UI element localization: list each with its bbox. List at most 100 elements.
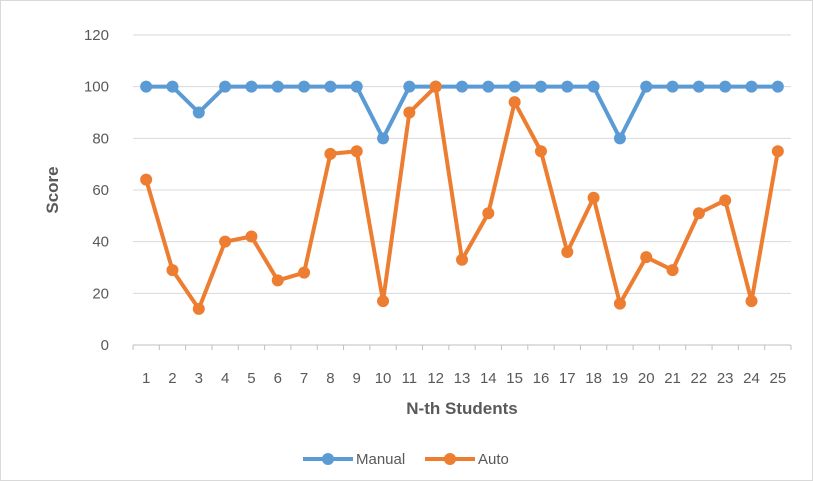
data-point [350,145,363,158]
legend: Manual Auto [303,451,509,468]
x-axis-tick-labels: 1 2 3 4 5 6 7 8 9 10 11 12 13 14 15 16 17 18 19 20 21 22 23 24 2… [142,370,786,387]
data-point [534,145,547,158]
x-tick-label: 24 [743,370,760,387]
data-point [166,264,179,277]
data-point [666,264,679,277]
data-point [561,246,574,258]
legend-item-manual: Manual [303,451,405,468]
y-tick-label: 120 [84,27,109,44]
x-tick-label: 2 [168,370,176,387]
x-tick-label: 22 [691,370,708,387]
data-point [692,80,705,93]
data-point [403,106,416,119]
data-point [508,96,521,109]
data-point [771,80,784,93]
data-point [245,230,258,243]
series-manual [140,80,784,145]
x-tick-label: 15 [506,370,523,387]
data-point [745,295,758,308]
data-point [561,80,574,93]
data-point [350,80,363,93]
data-point [613,297,626,310]
data-point [324,147,337,160]
data-point [166,80,179,93]
data-point [245,80,258,93]
data-point [324,80,337,93]
data-point [429,80,442,93]
x-tick-label: 10 [375,370,392,387]
y-tick-label: 0 [101,337,109,354]
series-line-auto [144,84,780,311]
data-point [692,207,705,220]
x-tick-label: 16 [533,370,550,387]
data-point [456,80,468,93]
series-lines [140,80,784,315]
x-tick-label: 18 [585,370,602,387]
x-tick-label: 23 [717,370,734,387]
data-point [219,235,232,248]
data-point [613,132,626,145]
x-axis [132,344,792,350]
legend-marker [322,453,334,465]
x-tick-label: 20 [638,370,655,387]
data-point [719,194,732,207]
legend-item-auto: Auto [425,451,509,468]
x-tick-label: 6 [274,370,282,387]
data-point [534,80,547,93]
data-point [271,274,284,287]
data-point [298,266,311,279]
data-point [271,80,284,93]
data-point [377,132,390,145]
x-tick-label: 8 [326,370,334,387]
x-tick-label: 7 [300,370,308,387]
data-point [482,80,495,93]
data-point [666,80,679,93]
data-point [482,207,495,220]
data-point [219,80,232,93]
x-tick-label: 12 [427,370,444,387]
x-tick-label: 3 [195,370,203,387]
data-point [745,80,758,93]
y-axis-tick-labels: 0 20 40 60 80 100 120 [84,27,109,354]
y-tick-label: 100 [84,79,109,96]
data-point [456,253,468,266]
x-tick-label: 13 [454,370,471,387]
x-tick-label: 9 [353,370,361,387]
x-tick-label: 11 [402,370,418,387]
data-point [192,302,205,315]
x-tick-label: 14 [480,370,497,387]
data-point [719,80,732,93]
x-tick-label: 17 [559,370,576,387]
data-point [140,173,153,186]
y-axis-title: Score [43,166,62,213]
y-tick-label: 20 [92,285,109,302]
x-tick-label: 5 [247,370,255,387]
data-point [377,295,390,308]
x-tick-label: 4 [221,370,229,387]
data-point [508,80,521,93]
data-point [587,80,600,93]
data-point [403,80,416,93]
series-auto [140,80,784,315]
x-axis-title: N-th Students [406,399,517,418]
x-tick-label: 21 [664,370,681,387]
data-point [640,251,653,264]
legend-label: Auto [478,451,509,468]
y-tick-label: 40 [92,234,109,251]
x-tick-label: 1 [142,370,150,387]
data-point [192,106,205,119]
y-tick-label: 60 [92,182,109,199]
data-point [771,145,784,158]
data-point [640,80,653,93]
y-tick-label: 80 [92,130,109,147]
series-line-manual [144,84,780,141]
x-tick-label: 19 [612,370,629,387]
data-point [298,80,311,93]
data-point [587,191,600,204]
legend-marker [444,453,456,465]
legend-label: Manual [356,451,405,468]
x-tick-label: 25 [769,370,786,387]
data-point [140,80,153,93]
